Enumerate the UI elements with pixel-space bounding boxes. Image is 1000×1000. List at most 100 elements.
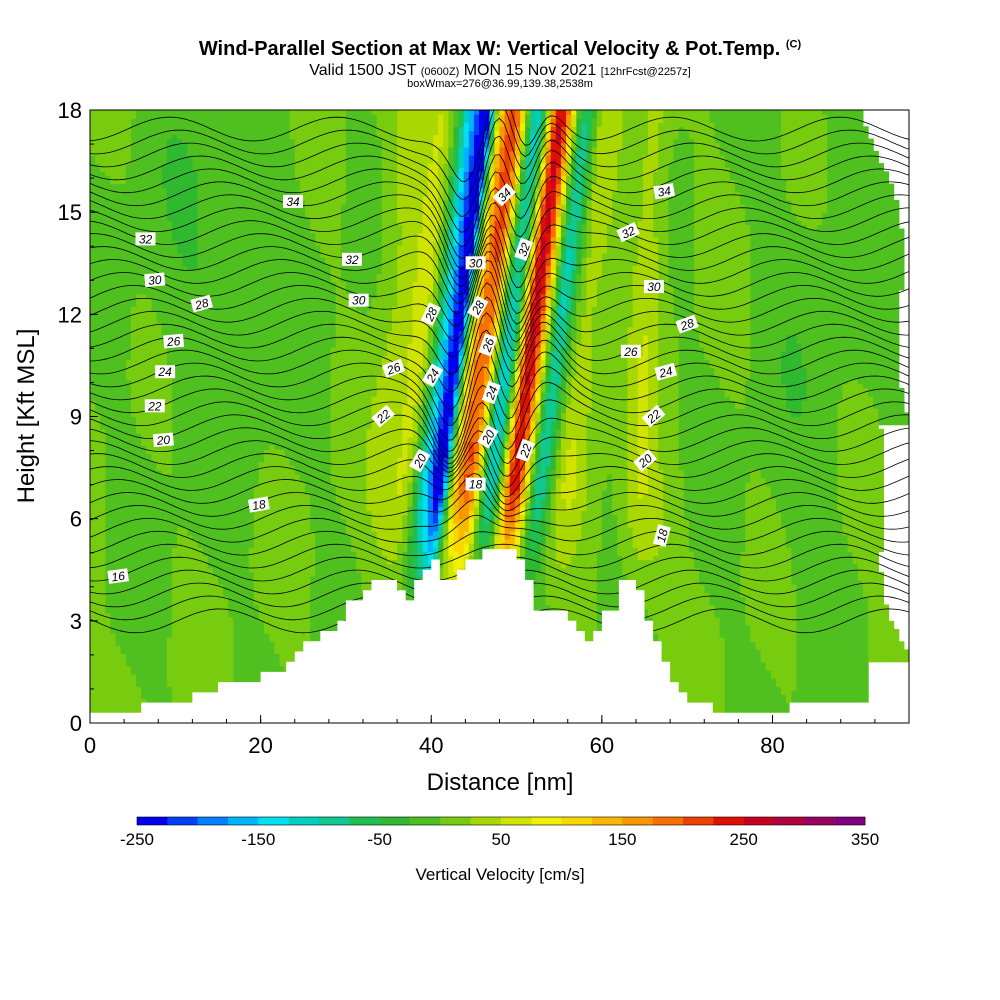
contour-label: 30 [465,256,486,270]
contour-label-text: 24 [657,364,675,381]
colorbar-swatch [319,817,350,825]
colorbar-swatch [410,817,441,825]
contour-label-text: 22 [517,442,535,461]
utc-time-text: (0600Z) [420,66,460,78]
theta-contour-line [90,499,909,530]
colorbar-label: Vertical Velocity [cm/s] [415,865,584,884]
contour-label-text: 30 [469,256,483,270]
contour-label-text: 28 [193,296,211,313]
contour-label-text: 32 [345,253,359,267]
colorbar-tick-label: 50 [492,830,511,849]
contour-label: 26 [163,333,185,349]
colorbar-swatch [592,817,623,825]
colorbar-swatch [743,817,775,825]
theta-contour-line [90,233,909,304]
contour-label-text: 28 [678,316,697,334]
colorbar-swatch [501,817,532,825]
contour-label: 22 [144,399,165,413]
theta-contour-line [90,282,909,375]
theta-contour-line [90,452,909,498]
colorbar-swatch [349,817,380,825]
contour-label: 22 [515,438,535,463]
contour-label-text: 18 [469,478,483,492]
theta-contour-line [90,242,909,315]
contour-label-text: 34 [656,184,672,200]
colorbar-swatch [531,817,562,825]
y-tick-label: 12 [58,302,82,327]
box-wmax-text: boxWmax=276@36.99,139.38,2538m [407,78,593,90]
contour-label-text: 18 [654,527,671,544]
x-tick-label: 60 [590,733,614,758]
contour-label-text: 24 [157,365,172,379]
colorbar-swatch [683,817,714,825]
theta-contour-line [90,150,909,247]
contour-label: 16 [107,568,129,585]
colorbar-swatch [561,817,593,825]
contour-label-text: 18 [251,497,267,513]
theta-contour-line [90,399,909,469]
x-tick-label: 40 [419,733,443,758]
colorbar-swatch [804,817,835,825]
contour-label: 18 [247,496,270,513]
theta-contour-line [90,530,909,557]
contour-label-text: 34 [286,195,300,209]
contour-label: 26 [478,333,498,357]
y-axis-label: Height [Kft MSL] [13,329,40,504]
theta-contour-line [90,381,909,465]
colorbar: -250 -150 -50 50 150 250 350 [120,816,879,849]
forecast-tag: [12hrFcst@2257z] [600,66,691,78]
contour-label: 32 [135,232,156,246]
colorbar-tick-label: -250 [120,830,154,849]
contour-label: 28 [675,314,699,334]
contour-label: 18 [465,477,486,492]
contour-label: 20 [409,448,431,473]
valid-date-text: MON 15 Nov 2021 [463,62,597,79]
contour-label-text: 26 [623,345,638,359]
x-axis-label: Distance [nm] [427,769,574,796]
x-tick-label: 20 [248,733,272,758]
contour-label: 20 [477,424,499,449]
theta-contour-line [90,462,909,505]
contour-label: 30 [643,280,664,294]
theta-contour-line [90,351,909,452]
colorbar-swatch [652,817,684,825]
contour-label: 24 [155,365,176,379]
y-tick-label: 18 [58,98,82,123]
y-tick-label: 6 [70,507,82,532]
contour-label: 32 [514,237,534,262]
colorbar-tick-label: 350 [851,830,879,849]
contour-label: 34 [653,183,676,200]
theta-contour-line [90,224,909,295]
contour-label: 28 [420,302,441,326]
theta-contour-line [90,270,909,358]
colorbar-swatch [379,817,411,825]
colorbar-swatch [137,817,168,825]
theta-contour-line [90,339,909,441]
theta-contour-line [90,436,909,488]
y-tick-label: 3 [70,609,82,634]
colorbar-swatch [774,817,805,825]
theta-contour-line [90,117,909,217]
colorbar-swatch [713,817,744,825]
contour-label-text: 20 [478,427,497,447]
theta-contour-line [90,472,909,512]
colorbar-swatch [834,817,866,825]
theta-contour-line [90,135,909,233]
plot-area: 16 18 20 22 24 26 28 30 32 34 32 30 26 22 20 28 24 30 28 26… [90,110,909,723]
theta-contour-line [90,251,909,327]
contour-label-text: 20 [410,451,429,471]
contour-label-text: 32 [619,223,637,241]
contour-label-text: 30 [352,294,366,308]
contour-label-text: 16 [111,569,126,585]
contour-label: 28 [190,294,214,313]
theta-contour-line [90,312,909,410]
contour-label: 28 [467,295,489,320]
colorbar-swatch [228,817,259,825]
contour-label: 32 [616,222,640,243]
theta-contour-line [90,543,909,569]
theta-contour-line [90,365,909,459]
contour-label-text: 24 [483,384,501,403]
contour-label: 20 [152,432,174,448]
copyright-tag: (C) [785,38,802,51]
